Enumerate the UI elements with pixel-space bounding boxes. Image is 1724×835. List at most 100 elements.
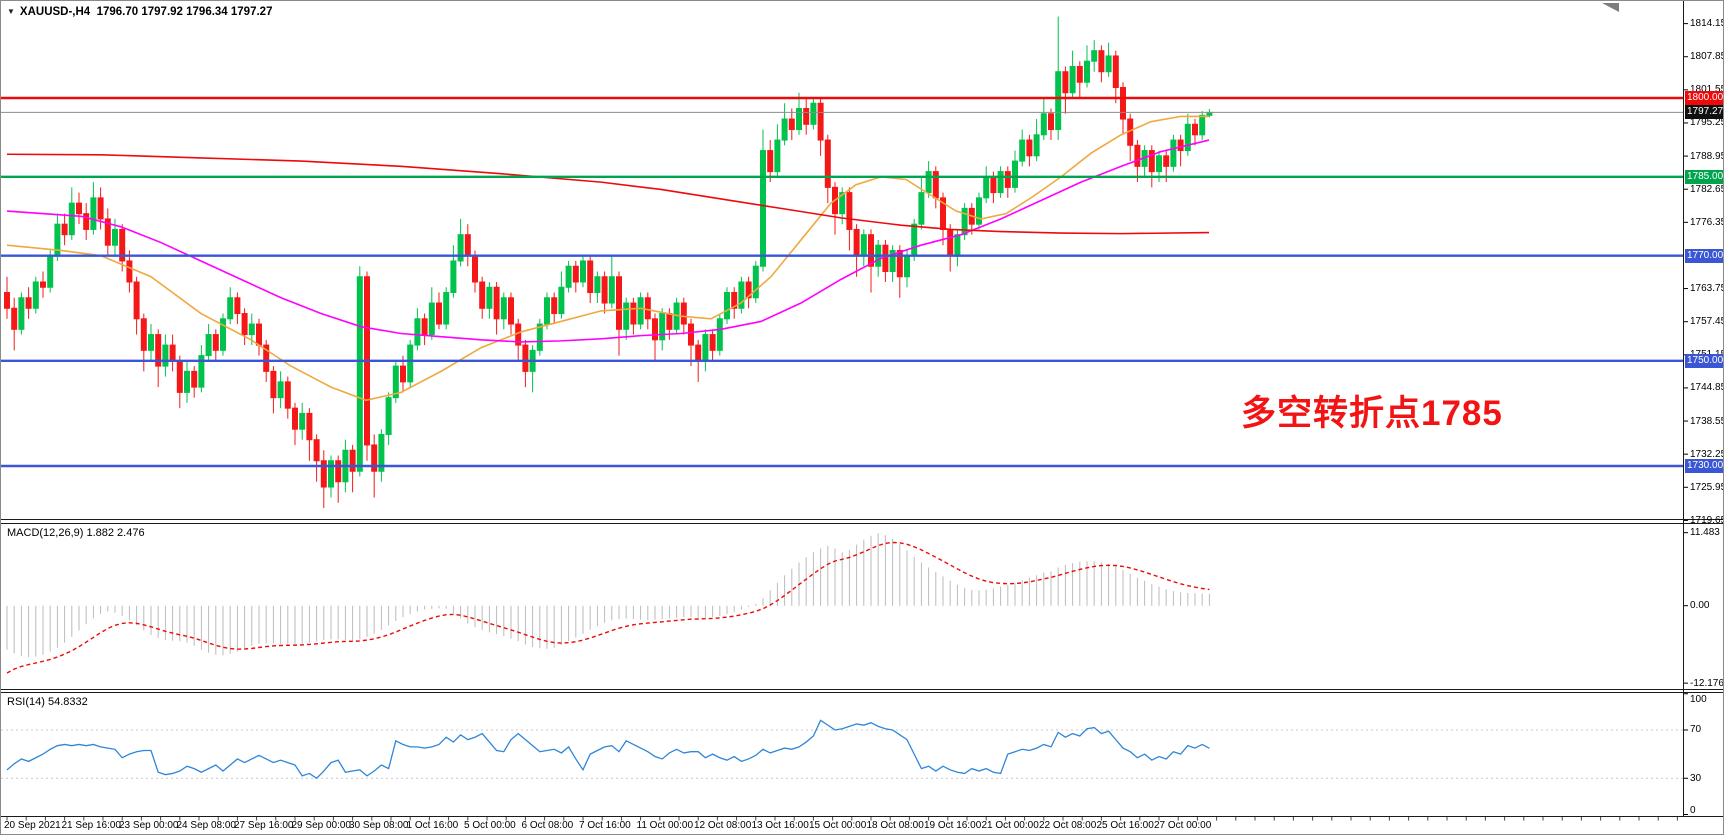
- time-tick-label: 22 Oct 08:00: [1039, 820, 1097, 831]
- candle-body: [414, 318, 421, 346]
- price-badge-1785.00: 1785.00: [1685, 169, 1724, 184]
- candle-body: [306, 412, 313, 441]
- candle-body: [277, 381, 284, 399]
- candle-body: [551, 297, 558, 315]
- candle-body: [990, 176, 997, 194]
- chart-dropdown-icon[interactable]: ▼: [7, 7, 15, 16]
- candle-body: [630, 302, 637, 325]
- candle-body: [1062, 71, 1069, 94]
- candle-body: [97, 197, 104, 220]
- candle-body: [256, 323, 262, 346]
- candle-body: [32, 281, 39, 309]
- candle-body: [90, 197, 97, 230]
- candle-body: [1012, 160, 1018, 188]
- candle-body: [839, 192, 846, 215]
- candle-body: [176, 360, 183, 393]
- time-axis-ticks: [6, 817, 1678, 821]
- candle-body: [61, 223, 68, 236]
- time-tick-label: 23 Sep 00:00: [119, 820, 179, 831]
- candle-body: [659, 313, 666, 341]
- candle-body: [464, 234, 471, 257]
- candle-body: [299, 412, 306, 430]
- candle-body: [270, 370, 277, 399]
- candle-body: [400, 365, 406, 383]
- candle-body: [493, 286, 500, 320]
- price-tick-label: 1738.55: [1690, 415, 1724, 427]
- candle-body: [803, 108, 810, 125]
- candle-body: [443, 292, 450, 325]
- candle-body: [292, 407, 298, 430]
- candle-body: [738, 281, 745, 309]
- candle-body: [623, 302, 630, 330]
- macd-histogram: [6, 533, 1210, 658]
- candle-body: [1076, 65, 1083, 83]
- chart-title-text: XAUUSD-,H4 1796.70 1797.92 1796.34 1797.…: [19, 6, 273, 18]
- candle-body: [335, 460, 342, 483]
- price-tick-label: 1757.45: [1690, 316, 1724, 328]
- candle-body: [284, 381, 291, 409]
- candle-body: [508, 297, 514, 325]
- macd-scale-label: 0.00: [1690, 600, 1710, 612]
- candle-body: [1084, 60, 1090, 83]
- time-tick-label: 24 Sep 08:00: [176, 820, 237, 831]
- candle-body: [680, 302, 687, 325]
- price-tick-label: 1795.25: [1690, 117, 1724, 129]
- candle-body: [1091, 50, 1098, 62]
- candle-body: [1105, 55, 1112, 73]
- time-tick-label: 29 Sep 00:00: [291, 820, 352, 831]
- candle-body: [1026, 139, 1033, 157]
- candle-body: [198, 355, 205, 388]
- candle-body: [234, 297, 241, 315]
- candle-body: [752, 265, 759, 299]
- candle-body: [1048, 113, 1054, 131]
- time-tick-label: 11 Oct 00:00: [636, 820, 694, 831]
- candle-body: [716, 318, 723, 351]
- candle-body: [1170, 139, 1177, 167]
- candle-body: [868, 234, 874, 267]
- macd-signal-line: [6, 541, 1210, 674]
- candle-body: [1192, 123, 1198, 136]
- price-tick-label: 1763.75: [1690, 283, 1724, 295]
- candle-body: [889, 249, 896, 272]
- macd-scale-label: 11.483: [1690, 527, 1720, 539]
- candle-body: [860, 234, 867, 257]
- candle-body: [486, 286, 493, 309]
- candle-body: [407, 344, 414, 383]
- candle-body: [4, 292, 10, 309]
- candle-body: [1134, 144, 1141, 167]
- candle-body: [392, 365, 399, 399]
- rsi-line: [6, 719, 1210, 780]
- candle-body: [536, 323, 543, 351]
- time-tick-label: 7 Oct 16:00: [579, 820, 631, 831]
- candle-body: [666, 313, 673, 330]
- candle-body: [781, 118, 788, 141]
- candle-body: [148, 334, 154, 351]
- candle-body: [810, 102, 817, 125]
- candle-body: [1199, 114, 1206, 136]
- candle-body: [709, 334, 716, 351]
- price-tick-label: 1782.65: [1690, 183, 1724, 195]
- candle-body: [760, 150, 766, 267]
- candle-body: [947, 228, 954, 257]
- candle-body: [205, 334, 212, 357]
- candle-body: [155, 334, 162, 367]
- candle-body: [522, 344, 529, 372]
- candle-body: [378, 433, 385, 472]
- candle-body: [68, 202, 75, 236]
- price-tick-label: 1725.95: [1690, 481, 1724, 493]
- candle-body: [544, 297, 550, 325]
- candle-body: [767, 150, 774, 173]
- price-badge-1800.00: 1800.00: [1685, 91, 1724, 105]
- candle-body: [976, 197, 982, 225]
- time-tick-label: 18 Oct 08:00: [866, 820, 924, 831]
- candle-body: [119, 228, 126, 262]
- rsi-scale-label: 100: [1690, 693, 1707, 705]
- candle-body: [500, 297, 507, 320]
- candle-body: [932, 171, 939, 199]
- candle-body: [565, 265, 572, 288]
- candle-body: [616, 276, 622, 330]
- candle-body: [220, 318, 226, 351]
- price-tick-label: 1801.55: [1690, 84, 1724, 96]
